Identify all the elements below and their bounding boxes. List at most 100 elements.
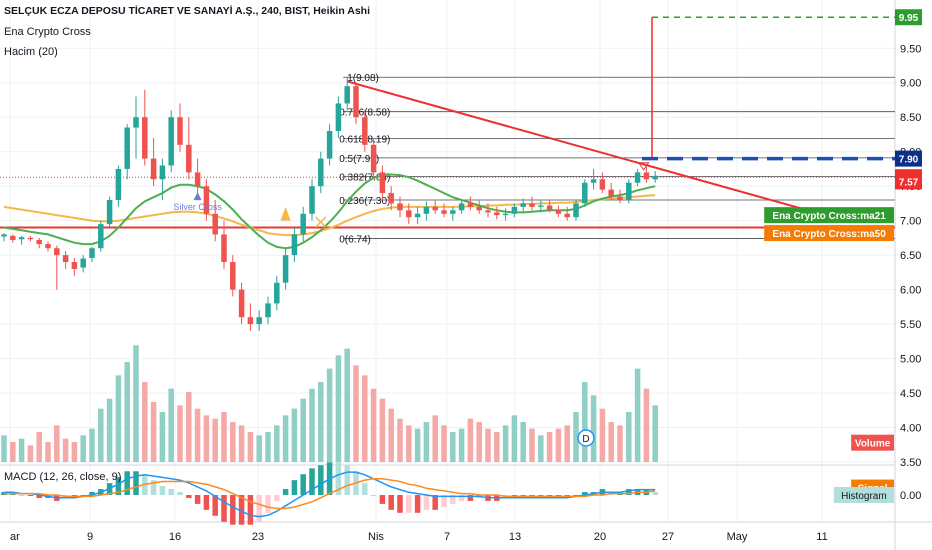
volume-bar <box>194 408 201 462</box>
volume-bar <box>370 388 377 462</box>
volume-indicator-name[interactable]: Hacim (20) <box>4 46 58 58</box>
volume-bar <box>265 432 271 462</box>
macd-histogram-bar <box>274 495 280 501</box>
candle-body <box>238 289 245 318</box>
volume-bar <box>608 422 614 462</box>
macd-indicator-name[interactable]: MACD (12, 26, close, 9) <box>4 471 122 483</box>
volume-bar <box>599 408 606 462</box>
volume-bar <box>546 432 553 462</box>
series-label-box <box>764 207 894 224</box>
time-tick-label: May <box>727 531 748 543</box>
macd-histogram-bar <box>177 492 183 495</box>
macd-histogram-bar <box>441 495 447 507</box>
volume-bar <box>406 425 412 462</box>
candle-body <box>177 117 183 145</box>
candle-body <box>608 189 614 197</box>
macd-histogram-bar <box>450 495 456 504</box>
candle-body <box>476 206 482 211</box>
candle-body <box>291 234 298 256</box>
series-label-text: Volume <box>855 439 891 450</box>
price-label-text: 9.95 <box>899 13 919 24</box>
volume-bar <box>36 432 42 462</box>
time-tick-label: 27 <box>662 531 674 543</box>
volume-bar <box>212 418 218 462</box>
volume-bar <box>590 395 597 462</box>
series-label-text: Histogram <box>841 491 887 502</box>
volume-bar <box>432 415 438 462</box>
candle-body <box>62 255 69 263</box>
macd-histogram-bar <box>370 495 377 496</box>
macd-histogram-bar <box>282 489 289 495</box>
volume-bar <box>98 408 104 462</box>
volume-bar <box>626 412 632 462</box>
series-label-text: Ena Crypto Cross:ma21 <box>772 211 886 222</box>
volume-bar <box>89 428 95 462</box>
candle-body <box>18 237 25 240</box>
candle-body <box>230 262 236 290</box>
candle-body <box>582 182 588 204</box>
downtrend-line <box>346 80 821 215</box>
candle-body <box>370 144 377 173</box>
macd-histogram-bar <box>582 492 588 495</box>
candle-body <box>529 203 535 207</box>
candle-body <box>45 244 51 249</box>
time-tick-label: ar <box>10 531 20 543</box>
candle-body <box>203 186 210 214</box>
candle-body <box>142 117 148 159</box>
macd-histogram-bar <box>291 480 298 495</box>
price-tick-label: 5.00 <box>900 354 921 366</box>
macd-histogram-bar <box>432 495 438 510</box>
ma50-line <box>3 194 656 237</box>
macd-histogram-bar <box>89 492 95 495</box>
volume-bar <box>652 405 658 462</box>
candle-body <box>546 205 553 211</box>
indicator-name[interactable]: Ena Crypto Cross <box>4 26 91 38</box>
signal-marker <box>193 192 202 201</box>
signal-line <box>4 478 656 510</box>
candle-body <box>309 186 315 214</box>
volume-bar <box>362 375 368 462</box>
series-label-box <box>851 434 894 451</box>
candle-body <box>626 182 632 200</box>
price-label-box <box>895 173 922 190</box>
series-label-text: Ena Crypto Cross:ma50 <box>772 229 886 240</box>
candle-body <box>10 235 16 240</box>
volume-bar <box>634 368 641 462</box>
candle-body <box>538 205 544 207</box>
candle-body <box>590 179 597 183</box>
symbol-title: SELÇUK ECZA DEPOSU TİCARET VE SANAYİ A.Ş… <box>4 5 371 17</box>
macd-histogram-bar <box>388 495 394 510</box>
signal-label: Silver Cross <box>728 0 777 2</box>
macd-histogram-bar <box>458 495 465 501</box>
candle-body <box>265 303 271 318</box>
volume-bar <box>62 438 69 462</box>
price-tick-label: 4.00 <box>900 423 921 435</box>
macd-histogram-bar <box>27 495 34 496</box>
macd-histogram-bar <box>309 468 315 495</box>
volume-bar <box>80 435 86 462</box>
volume-bar <box>441 425 447 462</box>
volume-bar <box>414 428 421 462</box>
volume-bar <box>450 432 456 462</box>
candle-body <box>643 172 650 180</box>
volume-bar <box>485 428 491 462</box>
candle-body <box>89 248 95 258</box>
macd-histogram-bar <box>626 489 632 495</box>
candle-body <box>467 203 474 207</box>
volume-bar <box>256 435 262 462</box>
macd-histogram-bar <box>406 495 412 513</box>
macd-histogram-bar <box>186 495 192 498</box>
cross-x-marker <box>315 216 327 228</box>
candle-body <box>362 117 368 145</box>
candle-body <box>379 172 386 194</box>
macd-histogram-bar <box>379 495 386 504</box>
candle-body <box>168 117 174 166</box>
volume-bar <box>142 382 148 462</box>
volume-bar <box>1 435 7 462</box>
fib-level-label: 1(9.08) <box>347 73 379 84</box>
candle-body <box>1 234 7 237</box>
candle-body <box>564 213 570 218</box>
event-marker-icon <box>577 429 595 447</box>
candle-body <box>599 179 606 190</box>
